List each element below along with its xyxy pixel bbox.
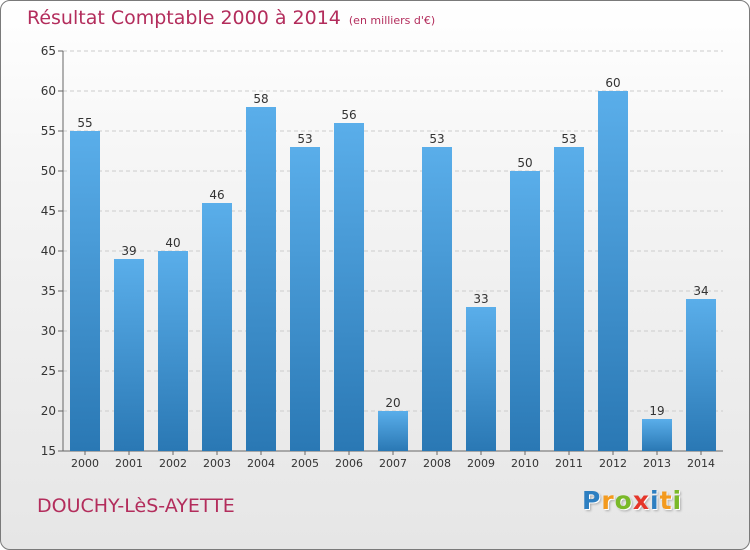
x-tick-label: 2005	[291, 457, 319, 470]
x-tick-label: 2003	[203, 457, 231, 470]
y-tick-label: 50	[41, 164, 56, 178]
bar	[290, 147, 320, 451]
bar-value-label: 58	[253, 92, 268, 106]
x-tick-label: 2011	[555, 457, 583, 470]
bar-layer	[70, 91, 716, 451]
bar	[70, 131, 100, 451]
bar	[114, 259, 144, 451]
bar-value-label: 56	[341, 108, 356, 122]
logo-letter: o	[614, 486, 633, 515]
bar-value-label: 55	[77, 116, 92, 130]
y-tick-label: 45	[41, 204, 56, 218]
bar-value-label: 53	[429, 132, 444, 146]
bar	[422, 147, 452, 451]
y-tick-label: 40	[41, 244, 56, 258]
y-tick-label: 25	[41, 364, 56, 378]
x-tick-label: 2001	[115, 457, 143, 470]
logo-letter: i	[650, 486, 660, 515]
x-tick-label: 2013	[643, 457, 671, 470]
y-tick-label: 65	[41, 44, 56, 58]
bar-value-label: 40	[165, 236, 180, 250]
logo-letter: r	[601, 486, 615, 515]
logo-letter: x	[632, 486, 650, 515]
y-tick-label: 15	[41, 444, 56, 458]
bar-value-label: 60	[605, 76, 620, 90]
commune-name: DOUCHY-LèS-AYETTE	[37, 495, 235, 517]
bar	[642, 419, 672, 451]
bar	[246, 107, 276, 451]
x-tick-label: 2000	[71, 457, 99, 470]
x-tick-label: 2002	[159, 457, 187, 470]
x-tick-label: 2010	[511, 457, 539, 470]
proxiti-logo: Proxiti	[582, 486, 682, 515]
bar	[202, 203, 232, 451]
chart-title: Résultat Comptable 2000 à 2014	[27, 7, 341, 29]
bar-value-label: 33	[473, 292, 488, 306]
y-tick-label: 20	[41, 404, 56, 418]
y-tick-label: 55	[41, 124, 56, 138]
bar-value-label: 39	[121, 244, 136, 258]
bar	[466, 307, 496, 451]
x-tick-label: 2008	[423, 457, 451, 470]
x-tick-label: 2009	[467, 457, 495, 470]
x-tick-label: 2007	[379, 457, 407, 470]
bar	[686, 299, 716, 451]
bar-value-label: 50	[517, 156, 532, 170]
bar-value-label: 46	[209, 188, 224, 202]
logo-letter: i	[672, 486, 683, 515]
logo-letter: P	[582, 486, 602, 515]
bar	[378, 411, 408, 451]
x-tick-label: 2006	[335, 457, 363, 470]
y-tick-label: 30	[41, 324, 56, 338]
bar	[554, 147, 584, 451]
x-tick-label: 2014	[687, 457, 715, 470]
bar	[158, 251, 188, 451]
bar	[598, 91, 628, 451]
logo-letter: t	[659, 486, 673, 515]
chart-subtitle: (en milliers d'€)	[348, 14, 436, 27]
y-tick-label: 60	[41, 84, 56, 98]
bar	[510, 171, 540, 451]
bar-value-label: 53	[561, 132, 576, 146]
label-layer: 55 39 40 46 58 53 56 20 53 33 50 53 60 19 34	[77, 76, 708, 418]
bar	[334, 123, 364, 451]
bar-value-label: 20	[385, 396, 400, 410]
bar-value-label: 34	[693, 284, 708, 298]
title-row: Résultat Comptable 2000 à 2014 (en millie…	[27, 7, 435, 29]
x-tick-label: 2012	[599, 457, 627, 470]
bar-value-label: 53	[297, 132, 312, 146]
bar-value-label: 19	[649, 404, 664, 418]
x-tick-label: 2004	[247, 457, 275, 470]
y-tick-label: 35	[41, 284, 56, 298]
